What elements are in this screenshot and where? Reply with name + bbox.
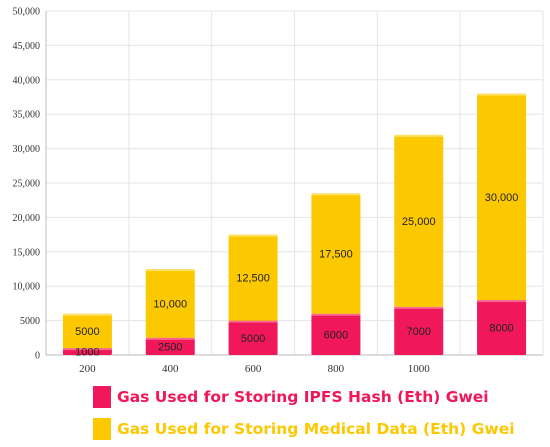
bar-top-edge-medical-2 [228,234,278,237]
y-tick-label: 50,000 [13,7,41,18]
y-tick-label: 0 [35,351,40,362]
data-label-ipfs-2: 5000 [241,333,265,345]
x-tick-label: 400 [162,363,179,375]
y-tick-label: 5000 [20,316,40,327]
bar-medical-4 [394,134,444,307]
legend-swatch-ipfs [93,386,111,408]
data-label-ipfs-0: 1000 [75,347,99,359]
y-tick-label: 15,000 [13,247,41,258]
legend-label-ipfs: Gas Used for Storing IPFS Hash (Eth) Gwe… [117,388,489,406]
bar-medical-2 [228,234,278,321]
bar-top-edge-ipfs-5 [477,299,527,302]
legend: Gas Used for Storing IPFS Hash (Eth) Gwe… [93,383,543,447]
bar-medical-5 [477,93,527,300]
bar-top-edge-ipfs-1 [145,337,195,340]
bar-ipfs-2 [228,320,278,355]
legend-item-medical: Gas Used for Storing Medical Data (Eth) … [93,415,543,443]
bar-top-edge-medical-1 [145,269,195,271]
bar-top-edge-ipfs-2 [228,320,278,323]
y-tick-label: 10,000 [13,282,41,293]
y-tick-label: 35,000 [13,110,41,121]
bar-top-edge-ipfs-0 [62,348,112,351]
bar-top-edge-ipfs-4 [394,306,444,309]
x-tick-label: 1000 [408,363,431,375]
data-label-medical-2: 12,500 [236,273,270,285]
bar-top-edge-medical-3 [311,193,361,196]
bar-top-edge-medical-0 [62,313,112,316]
data-label-medical-0: 5000 [75,326,99,338]
x-tick-label: 800 [328,363,345,375]
stacked-bar-chart: 0 5000 10,000 15,000 20,000 25,000 30,000 35,00… [13,7,544,375]
bar-medical-1 [145,269,195,338]
y-tick-label: 40,000 [13,75,41,86]
bar-ipfs-1 [145,337,195,355]
y-tick-label: 25,000 [13,179,41,190]
data-label-medical-5: 30,000 [485,192,519,204]
data-label-ipfs-5: 8000 [489,322,513,334]
x-tick-label: 200 [79,363,96,375]
bar-top-edge-medical-5 [477,93,527,96]
legend-swatch-medical [93,418,111,440]
bar-top-edge-ipfs-3 [311,313,361,316]
x-tick-label: 600 [245,363,262,375]
data-label-medical-3: 17,500 [319,249,353,261]
data-label-ipfs-4: 7000 [407,326,431,338]
data-label-ipfs-1: 2500 [158,341,182,353]
bar-ipfs-4 [394,306,444,355]
y-tick-label: 30,000 [13,144,41,155]
legend-item-ipfs: Gas Used for Storing IPFS Hash (Eth) Gwe… [93,383,543,411]
legend-label-medical: Gas Used for Storing Medical Data (Eth) … [117,420,515,438]
bar-medical-3 [311,193,361,314]
bar-medical-0 [62,313,112,349]
bar-ipfs-5 [477,299,527,355]
data-label-medical-4: 25,000 [402,216,436,228]
y-tick-label: 20,000 [13,213,41,224]
data-label-medical-1: 10,000 [153,298,187,310]
data-label-ipfs-3: 6000 [324,329,348,341]
bar-top-edge-medical-4 [394,134,444,137]
bar-ipfs-3 [311,313,361,355]
y-tick-label: 45,000 [13,41,41,52]
